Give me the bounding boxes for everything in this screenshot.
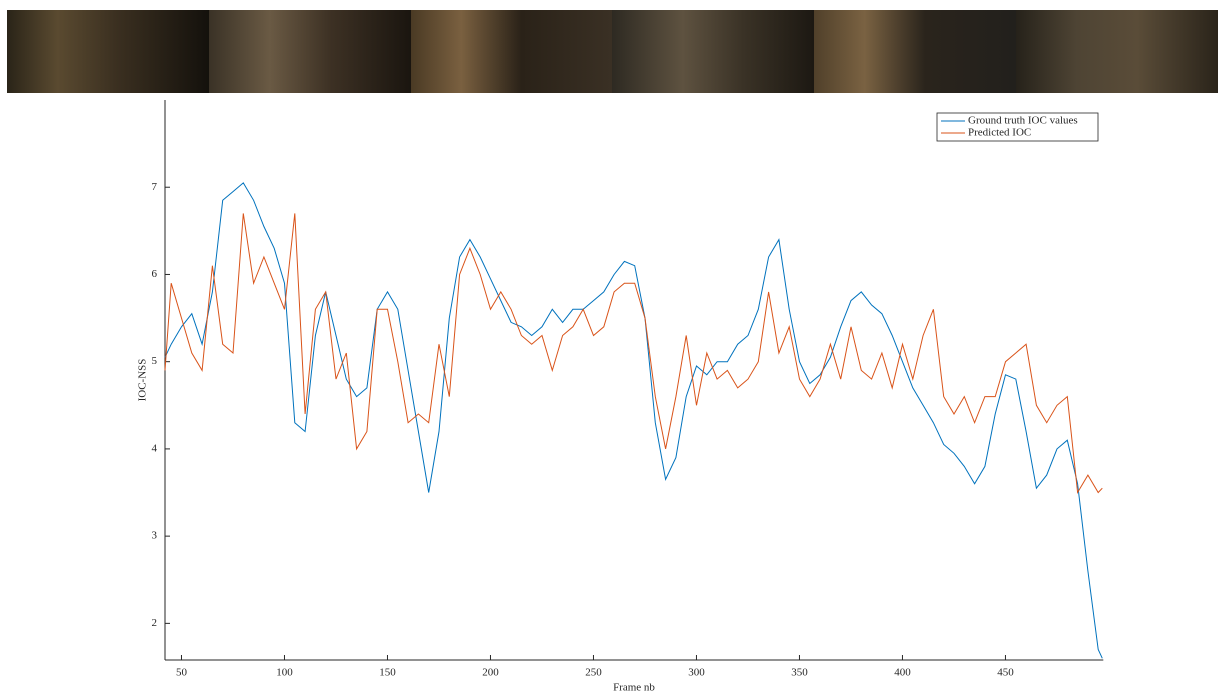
x-tick-label: 200 <box>482 667 499 679</box>
x-tick-label: 450 <box>997 667 1014 679</box>
x-tick-label: 250 <box>585 667 602 679</box>
y-tick-label: 5 <box>152 355 158 367</box>
frame <box>7 10 209 93</box>
x-tick-label: 350 <box>791 667 808 679</box>
y-tick-label: 3 <box>152 530 158 542</box>
x-tick-label: 50 <box>176 667 188 679</box>
y-axis-label: IOC-NSS <box>137 359 149 402</box>
frame <box>612 10 815 93</box>
y-tick-label: 6 <box>152 268 158 280</box>
x-tick-label: 300 <box>688 667 705 679</box>
y-tick-label: 7 <box>152 181 158 193</box>
frame <box>1016 10 1218 93</box>
x-tick-label: 400 <box>894 667 911 679</box>
frame <box>410 10 613 93</box>
x-tick-label: 100 <box>276 667 293 679</box>
data-line <box>164 182 1103 659</box>
legend-box <box>936 112 1099 142</box>
frame <box>208 10 411 93</box>
x-tick-label: 150 <box>379 667 396 679</box>
legend-label: Predicted IOC <box>968 127 1031 139</box>
x-axis-label: Frame nb <box>613 682 655 694</box>
frame <box>814 10 1017 93</box>
y-tick-label: 4 <box>152 442 158 454</box>
data-line <box>164 213 1103 495</box>
film-strip <box>7 10 1218 93</box>
y-tick-label: 2 <box>152 617 158 629</box>
legend-label: Ground truth IOC values <box>968 115 1078 127</box>
